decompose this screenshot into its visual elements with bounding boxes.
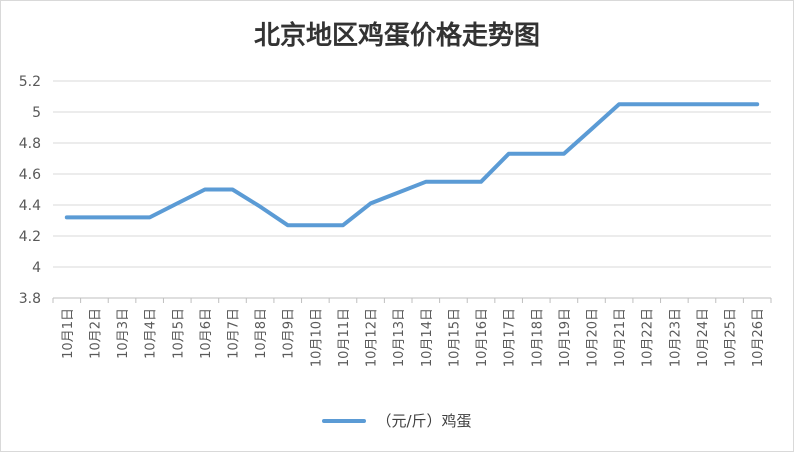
x-tick-label: 10月8日 bbox=[254, 308, 269, 359]
y-tick-label: 4.8 bbox=[19, 136, 41, 152]
x-tick-label: 10月12日 bbox=[365, 308, 380, 367]
x-tick-label: 10月7日 bbox=[227, 308, 242, 359]
x-tick-label: 10月2日 bbox=[88, 308, 103, 359]
x-tick-label: 10月19日 bbox=[558, 308, 573, 367]
x-tick-label: 10月23日 bbox=[668, 308, 683, 367]
y-tick-label: 4.4 bbox=[19, 198, 41, 214]
x-tick-label: 10月18日 bbox=[530, 308, 545, 367]
chart-title: 北京地区鸡蛋价格走势图 bbox=[253, 21, 540, 51]
y-tick-label: 4.6 bbox=[19, 167, 41, 183]
x-tick-label: 10月1日 bbox=[61, 308, 76, 359]
x-tick-label: 10月24日 bbox=[696, 308, 711, 367]
legend-label: （元/斤）鸡蛋 bbox=[376, 412, 472, 430]
y-tick-label: 5 bbox=[32, 105, 41, 121]
y-tick-label: 4.2 bbox=[19, 229, 41, 245]
y-tick-label: 4 bbox=[32, 260, 41, 276]
series-line bbox=[64, 102, 760, 228]
y-tick-label: 3.8 bbox=[19, 291, 41, 307]
x-tick-label: 10月5日 bbox=[171, 308, 186, 359]
x-tick-label: 10月22日 bbox=[641, 308, 656, 367]
legend: （元/斤）鸡蛋 bbox=[1, 410, 793, 431]
legend-swatch bbox=[322, 418, 367, 423]
x-tick-label: 10月14日 bbox=[420, 308, 435, 367]
x-tick-label: 10月21日 bbox=[613, 308, 628, 367]
x-tick-label: 10月20日 bbox=[586, 308, 601, 367]
x-tick-label: 10月6日 bbox=[199, 308, 214, 359]
x-tick-label: 10月26日 bbox=[751, 308, 766, 367]
x-tick-label: 10月15日 bbox=[447, 308, 462, 367]
x-tick-label: 10月16日 bbox=[475, 308, 490, 367]
x-tick-label: 10月11日 bbox=[337, 308, 352, 367]
y-tick-label: 5.2 bbox=[19, 74, 41, 90]
x-tick-label: 10月25日 bbox=[724, 308, 739, 367]
x-tick-label: 10月9日 bbox=[282, 308, 297, 359]
x-tick-label: 10月13日 bbox=[392, 308, 407, 367]
x-tick-label: 10月3日 bbox=[116, 308, 131, 359]
x-tick-label: 10月10日 bbox=[309, 308, 324, 367]
x-tick-label: 10月17日 bbox=[503, 308, 518, 367]
x-tick-label: 10月4日 bbox=[144, 308, 159, 359]
